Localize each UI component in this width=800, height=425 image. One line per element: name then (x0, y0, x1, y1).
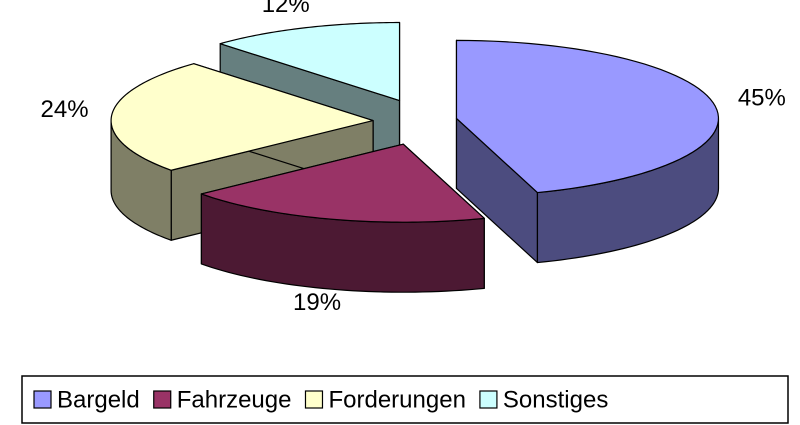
legend-swatch (33, 390, 52, 409)
legend-label: Sonstiges (503, 386, 608, 413)
legend-swatch (153, 390, 172, 409)
legend-box (21, 375, 789, 424)
legend-label: Fahrzeuge (177, 386, 292, 413)
slice-top (200, 143, 485, 223)
data-label: 19% (293, 289, 341, 316)
legend-swatch (304, 390, 324, 409)
slice (455, 39, 720, 264)
data-label: 12% (262, 0, 310, 18)
data-label: 45% (738, 84, 786, 111)
legend-swatch (479, 390, 498, 409)
legend-label: Bargeld (57, 386, 140, 413)
slice (200, 143, 485, 293)
slice-top (110, 63, 374, 171)
legend-label: Forderungen (328, 386, 465, 413)
slice-top (455, 39, 720, 194)
slice-top (219, 21, 401, 102)
data-label: 24% (41, 96, 89, 123)
